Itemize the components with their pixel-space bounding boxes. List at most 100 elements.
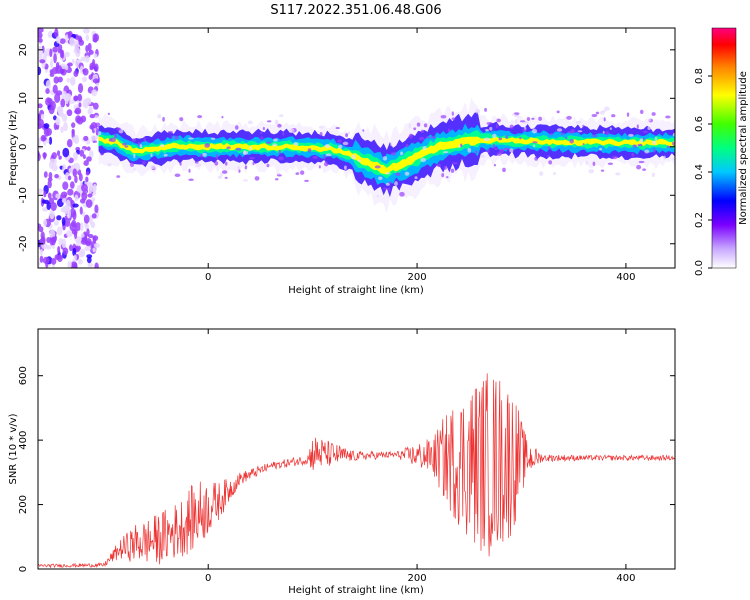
heatmap-cell xyxy=(53,115,57,121)
heatmap-cell xyxy=(54,92,61,103)
heatmap-cell xyxy=(62,181,69,190)
heatmap-cell xyxy=(68,99,76,104)
heatmap-cell xyxy=(81,211,86,217)
heatmap-cell xyxy=(351,154,356,160)
heatmap-cell xyxy=(514,114,520,118)
heatmap-cell xyxy=(221,170,228,174)
heatmap-cell xyxy=(143,137,146,143)
heatmap-cell xyxy=(84,55,90,63)
heatmap-cell xyxy=(179,117,184,122)
heatmap-cell xyxy=(69,222,77,232)
heatmap-cell xyxy=(133,153,136,159)
heatmap-cell xyxy=(179,162,182,166)
heatmap-cell xyxy=(95,134,98,140)
heatmap-cell xyxy=(82,68,86,73)
heatmap-cell xyxy=(61,114,68,123)
heatmap-cell xyxy=(170,135,173,139)
heatmap-cell xyxy=(139,144,143,149)
colorbar-tick-label: 0.8 xyxy=(694,68,705,84)
heatmap-cell xyxy=(414,176,418,180)
heatmap-cell xyxy=(95,82,100,88)
heatmap-cell xyxy=(51,152,57,160)
heatmap-cell xyxy=(124,145,129,148)
heatmap-cell xyxy=(167,130,173,134)
heatmap-cell xyxy=(582,143,585,146)
heatmap-cell xyxy=(85,176,89,183)
heatmap-cell xyxy=(274,119,279,125)
heatmap-cell xyxy=(53,220,59,226)
snr-ticks: 0 200 400 0 200 400 600 xyxy=(18,329,675,584)
heatmap-cell xyxy=(484,137,490,142)
heatmap-cell xyxy=(531,117,535,120)
heatmap-cell xyxy=(92,102,99,110)
heatmap-cell xyxy=(82,28,90,34)
heatmap-cell xyxy=(549,133,554,136)
heatmap-cell xyxy=(509,124,514,129)
heatmap-cell xyxy=(582,124,585,128)
heatmap-cell xyxy=(324,144,331,149)
spectrogram-xtick-label: 200 xyxy=(408,272,427,283)
heatmap-cell xyxy=(496,152,503,156)
heatmap-cell xyxy=(85,171,90,176)
heatmap-cell xyxy=(318,125,324,129)
heatmap-cell xyxy=(400,151,404,156)
heatmap-cell xyxy=(38,152,41,162)
heatmap-cell xyxy=(131,138,136,143)
heatmap-cell xyxy=(512,113,516,116)
heatmap-cell xyxy=(80,222,84,232)
heatmap-cell xyxy=(107,112,110,116)
heatmap-cell xyxy=(405,143,409,148)
heatmap-cell xyxy=(336,139,342,143)
heatmap-cell xyxy=(73,40,80,49)
heatmap-cell xyxy=(636,164,642,170)
heatmap-cell xyxy=(45,88,50,95)
heatmap-cell xyxy=(72,203,79,208)
colorbar-tick-label: 0.2 xyxy=(694,212,705,228)
heatmap-cell xyxy=(602,131,605,134)
heatmap-cell xyxy=(73,95,79,102)
heatmap-cell xyxy=(254,176,260,181)
heatmap-cell xyxy=(86,146,91,151)
heatmap-cell xyxy=(394,181,398,186)
heatmap-cell xyxy=(39,59,46,64)
heatmap-cell xyxy=(325,153,332,157)
heatmap-cell xyxy=(150,164,156,170)
heatmap-cell xyxy=(71,122,76,128)
heatmap-cell xyxy=(57,76,63,83)
heatmap-cell xyxy=(323,154,326,160)
heatmap-cell xyxy=(90,221,96,229)
snr-ytick-label: 600 xyxy=(18,366,29,385)
heatmap-cell xyxy=(252,161,255,166)
heatmap-cell xyxy=(615,172,621,176)
heatmap-cell xyxy=(234,125,239,130)
heatmap-cell xyxy=(220,172,223,178)
heatmap-cell xyxy=(92,183,97,192)
heatmap-cell xyxy=(81,191,88,201)
heatmap-cell xyxy=(480,154,486,158)
heatmap-cell xyxy=(566,115,572,120)
heatmap-cell xyxy=(523,121,529,124)
heatmap-cell xyxy=(319,131,323,136)
heatmap-cell xyxy=(78,102,82,108)
heatmap-cell xyxy=(362,129,365,132)
heatmap-cell xyxy=(494,147,499,150)
heatmap-cell xyxy=(242,179,249,182)
heatmap-cell xyxy=(552,171,557,175)
heatmap-cell xyxy=(547,154,550,158)
heatmap-cell xyxy=(600,169,605,172)
heatmap-cell xyxy=(54,173,59,179)
heatmap-cell xyxy=(249,146,252,152)
heatmap-cell xyxy=(54,28,59,38)
heatmap-cell xyxy=(71,58,75,65)
heatmap-cell xyxy=(79,65,84,75)
heatmap-cell xyxy=(637,143,643,147)
heatmap-cell xyxy=(72,247,77,257)
heatmap-cell xyxy=(69,244,73,252)
heatmap-cell xyxy=(41,136,47,141)
heatmap-cell xyxy=(318,165,321,169)
heatmap-cell xyxy=(404,171,410,176)
snr-ytick-label: 0 xyxy=(18,566,29,572)
heatmap-cell xyxy=(609,127,612,131)
heatmap-cell xyxy=(390,152,397,156)
heatmap-cell xyxy=(224,161,228,166)
